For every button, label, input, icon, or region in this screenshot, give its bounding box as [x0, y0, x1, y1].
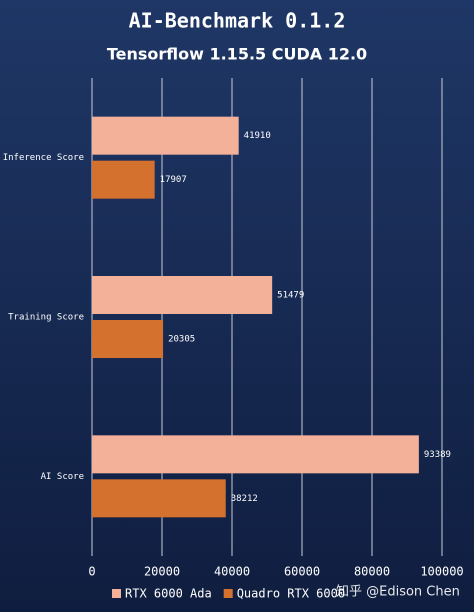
x-tick-label: 60000	[284, 565, 320, 579]
data-label: 20305	[168, 335, 195, 345]
watermark: 知乎 @Edison Chen	[336, 584, 460, 600]
bar	[92, 435, 419, 474]
data-label: 17907	[160, 175, 187, 185]
y-tick-label: Training Score	[8, 313, 84, 323]
x-tick-label: 20000	[144, 565, 180, 579]
x-tick-label: 40000	[214, 565, 250, 579]
data-label: 38212	[231, 494, 258, 504]
bar	[92, 116, 239, 155]
x-tick-label: 100000	[420, 565, 463, 579]
chart-title: AI-Benchmark 0.1.2	[129, 9, 346, 33]
x-tick-label: 0	[88, 565, 95, 579]
data-label: 51479	[277, 291, 304, 301]
data-label: 41910	[244, 131, 271, 141]
x-tick-label: 80000	[354, 565, 390, 579]
legend-label: RTX 6000 Ada	[125, 587, 212, 601]
y-tick-label: AI Score	[41, 472, 84, 482]
bar	[92, 160, 155, 199]
chart-subtitle: Tensorflow 1.15.5 CUDA 12.0	[107, 45, 367, 64]
bar	[92, 276, 273, 314]
legend-label: Quadro RTX 6000	[237, 587, 345, 601]
bar	[92, 479, 226, 518]
legend-swatch	[112, 589, 121, 598]
y-tick-label: Inference Score	[3, 153, 84, 163]
legend-swatch	[223, 589, 233, 598]
bar	[92, 320, 164, 358]
data-label: 93389	[424, 450, 451, 460]
